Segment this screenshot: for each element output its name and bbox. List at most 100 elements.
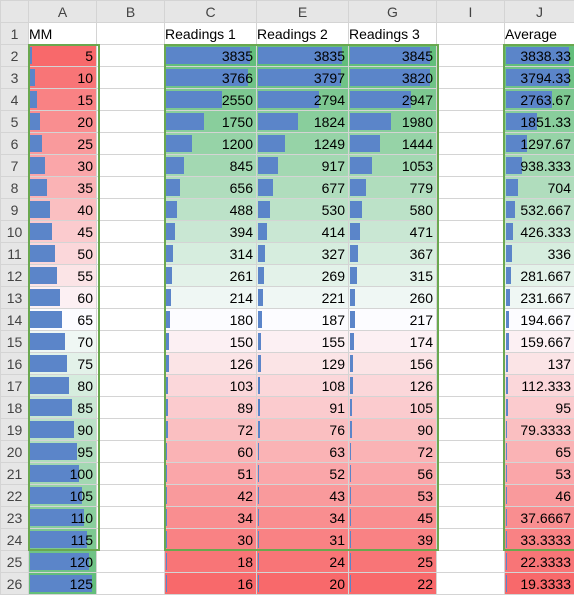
- cell-readings-2[interactable]: 129: [257, 353, 349, 375]
- row-header[interactable]: 8: [1, 177, 29, 199]
- cell-readings-2[interactable]: 269: [257, 265, 349, 287]
- cell-mm[interactable]: 75: [29, 353, 97, 375]
- cell-mm[interactable]: 125: [29, 573, 97, 595]
- cell-readings-2[interactable]: 76: [257, 419, 349, 441]
- cell-readings-1[interactable]: 72: [165, 419, 257, 441]
- row-header[interactable]: 16: [1, 353, 29, 375]
- cell-mm[interactable]: 85: [29, 397, 97, 419]
- cell-readings-1[interactable]: 103: [165, 375, 257, 397]
- cell-readings-3[interactable]: 126: [349, 375, 437, 397]
- cell-b[interactable]: [97, 221, 165, 243]
- cell-average[interactable]: 137: [505, 353, 574, 375]
- cell-average[interactable]: 33.3333: [505, 529, 574, 551]
- row-header[interactable]: 3: [1, 67, 29, 89]
- cell-readings-1[interactable]: 16: [165, 573, 257, 595]
- cell-b[interactable]: [97, 287, 165, 309]
- cell-readings-2[interactable]: 20: [257, 573, 349, 595]
- row-header[interactable]: 20: [1, 441, 29, 463]
- cell-average[interactable]: 1297.67: [505, 133, 574, 155]
- cell-readings-2[interactable]: 91: [257, 397, 349, 419]
- row-header[interactable]: 10: [1, 221, 29, 243]
- cell-i[interactable]: [437, 221, 505, 243]
- cell-readings-2[interactable]: 327: [257, 243, 349, 265]
- cell-mm[interactable]: 45: [29, 221, 97, 243]
- cell-readings-3[interactable]: 3845: [349, 45, 437, 67]
- cell-readings-1[interactable]: 1750: [165, 111, 257, 133]
- cell-readings-3[interactable]: 367: [349, 243, 437, 265]
- row-header[interactable]: 24: [1, 529, 29, 551]
- column-header-e[interactable]: E: [257, 1, 349, 23]
- cell-i[interactable]: [437, 199, 505, 221]
- cell-readings-2-header[interactable]: Readings 2: [257, 23, 349, 45]
- cell-readings-3[interactable]: 1444: [349, 133, 437, 155]
- cell-readings-2[interactable]: 221: [257, 287, 349, 309]
- cell-readings-3[interactable]: 1980: [349, 111, 437, 133]
- cell-readings-3[interactable]: 2947: [349, 89, 437, 111]
- cell-b[interactable]: [97, 89, 165, 111]
- cell-readings-3[interactable]: 1053: [349, 155, 437, 177]
- cell-readings-1[interactable]: 126: [165, 353, 257, 375]
- cell-mm[interactable]: 70: [29, 331, 97, 353]
- column-header-b[interactable]: B: [97, 1, 165, 23]
- cell-mm[interactable]: 40: [29, 199, 97, 221]
- cell-average[interactable]: 231.667: [505, 287, 574, 309]
- cell-i-header[interactable]: [437, 23, 505, 45]
- select-all-corner[interactable]: [1, 1, 29, 23]
- row-header[interactable]: 12: [1, 265, 29, 287]
- cell-readings-2[interactable]: 2794: [257, 89, 349, 111]
- cell-readings-2[interactable]: 1249: [257, 133, 349, 155]
- cell-readings-3[interactable]: 72: [349, 441, 437, 463]
- cell-mm[interactable]: 15: [29, 89, 97, 111]
- cell-readings-1[interactable]: 42: [165, 485, 257, 507]
- cell-average[interactable]: 336: [505, 243, 574, 265]
- cell-readings-3[interactable]: 217: [349, 309, 437, 331]
- cell-b[interactable]: [97, 463, 165, 485]
- cell-b[interactable]: [97, 551, 165, 573]
- cell-b[interactable]: [97, 441, 165, 463]
- cell-i[interactable]: [437, 67, 505, 89]
- cell-readings-1[interactable]: 2550: [165, 89, 257, 111]
- cell-i[interactable]: [437, 177, 505, 199]
- cell-mm[interactable]: 105: [29, 485, 97, 507]
- cell-mm[interactable]: 80: [29, 375, 97, 397]
- cell-b[interactable]: [97, 485, 165, 507]
- cell-mm-header[interactable]: MM: [29, 23, 97, 45]
- cell-readings-1[interactable]: 180: [165, 309, 257, 331]
- cell-b[interactable]: [97, 67, 165, 89]
- cell-readings-3[interactable]: 25: [349, 551, 437, 573]
- row-header[interactable]: 5: [1, 111, 29, 133]
- cell-i[interactable]: [437, 419, 505, 441]
- cell-average[interactable]: 1851.33: [505, 111, 574, 133]
- cell-readings-2[interactable]: 187: [257, 309, 349, 331]
- column-header-g[interactable]: G: [349, 1, 437, 23]
- cell-i[interactable]: [437, 485, 505, 507]
- cell-b[interactable]: [97, 507, 165, 529]
- column-header-a[interactable]: A: [29, 1, 97, 23]
- row-header[interactable]: 25: [1, 551, 29, 573]
- cell-readings-3[interactable]: 779: [349, 177, 437, 199]
- row-header[interactable]: 22: [1, 485, 29, 507]
- row-header[interactable]: 13: [1, 287, 29, 309]
- cell-i[interactable]: [437, 155, 505, 177]
- cell-mm[interactable]: 95: [29, 441, 97, 463]
- cell-b[interactable]: [97, 375, 165, 397]
- cell-readings-1[interactable]: 18: [165, 551, 257, 573]
- cell-mm[interactable]: 25: [29, 133, 97, 155]
- cell-average[interactable]: 281.667: [505, 265, 574, 287]
- cell-readings-1[interactable]: 394: [165, 221, 257, 243]
- cell-average[interactable]: 704: [505, 177, 574, 199]
- cell-readings-2[interactable]: 52: [257, 463, 349, 485]
- cell-b[interactable]: [97, 331, 165, 353]
- cell-b[interactable]: [97, 419, 165, 441]
- cell-readings-1[interactable]: 261: [165, 265, 257, 287]
- cell-readings-3[interactable]: 174: [349, 331, 437, 353]
- cell-readings-2[interactable]: 3835: [257, 45, 349, 67]
- cell-mm[interactable]: 110: [29, 507, 97, 529]
- row-header[interactable]: 9: [1, 199, 29, 221]
- cell-readings-3[interactable]: 315: [349, 265, 437, 287]
- cell-b[interactable]: [97, 309, 165, 331]
- cell-readings-1[interactable]: 1200: [165, 133, 257, 155]
- cell-b[interactable]: [97, 573, 165, 595]
- cell-mm[interactable]: 30: [29, 155, 97, 177]
- cell-readings-1-header[interactable]: Readings 1: [165, 23, 257, 45]
